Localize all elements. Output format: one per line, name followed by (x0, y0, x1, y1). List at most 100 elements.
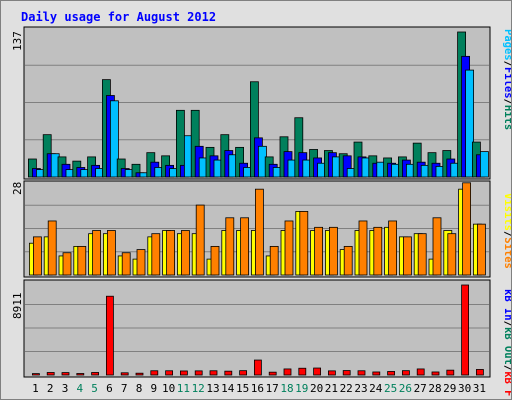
bar-sites-day-25 (388, 220, 398, 276)
sites-max-label: 28 (11, 182, 24, 195)
day-label-7: 7 (121, 382, 128, 395)
day-label-1: 1 (32, 382, 39, 395)
bar-kb-f-day-10 (165, 370, 174, 376)
bar-kb-f-day-5 (91, 372, 99, 376)
bar-kb-f-day-3 (61, 372, 70, 376)
bar-sites-day-3 (62, 252, 72, 276)
day-label-4: 4 (76, 382, 83, 395)
bar-sites-day-6 (107, 230, 116, 276)
bar-kb-f-day-6 (106, 295, 114, 376)
bar-kb-f-day-12 (194, 370, 203, 376)
kbytes-gridlines (25, 304, 489, 352)
bar-sites-day-29 (447, 233, 457, 276)
bar-sites-day-2 (47, 220, 57, 276)
bar-kb-f-day-13 (209, 370, 218, 376)
day-label-31: 31 (473, 382, 486, 395)
bar-kb-f-day-22 (342, 370, 351, 376)
legend-kb-in: kB In (502, 289, 511, 321)
bar-sites-day-16 (254, 188, 264, 276)
bar-sites-day-10 (166, 230, 176, 276)
day-label-25: 25 (384, 382, 397, 395)
legend-hits: Pages/Files/Hits (502, 29, 511, 130)
bar-kb-f-day-11 (179, 370, 188, 376)
bar-sites-day-28 (432, 217, 442, 276)
day-label-18: 18 (280, 382, 293, 395)
day-label-8: 8 (136, 382, 143, 395)
day-label-11: 11 (177, 382, 190, 395)
bar-sites-day-15 (240, 217, 250, 276)
bar-kb-f-day-25 (387, 371, 396, 376)
legend-kbytes: kB In/kB Out/kB F (502, 289, 511, 397)
bar-kb-f-day-14 (224, 370, 233, 376)
bar-kb-f-day-7 (120, 372, 129, 376)
day-label-16: 16 (251, 382, 264, 395)
bar-kb-f-day-27 (416, 368, 425, 376)
legend-pages: Pages (502, 29, 511, 61)
bar-sites-day-9 (151, 233, 161, 276)
bar-sites-day-7 (121, 252, 131, 276)
bar-kb-f-day-21 (327, 370, 336, 376)
bar-sites-day-24 (373, 226, 383, 276)
panel-sites: 28 Visits/Sites (11, 180, 512, 278)
bar-kb-f-day-16 (253, 359, 262, 376)
bar-sites-day-14 (225, 217, 235, 276)
bar-kb-f-day-1 (31, 373, 40, 376)
bar-sites-day-30 (462, 182, 472, 276)
chart-title: Daily usage for August 2012 (21, 10, 216, 24)
sites-bars (28, 182, 486, 276)
panel-hits: 137 Pages/Files/Hits (11, 26, 512, 180)
day-label-9: 9 (150, 382, 157, 395)
bar-sites-day-19 (299, 211, 309, 276)
bar-kb-f-day-26 (401, 370, 410, 376)
bar-kb-f-day-20 (313, 367, 322, 376)
bar-kb-f-day-15 (239, 370, 248, 376)
bar-kb-f-day-24 (372, 371, 381, 376)
day-label-28: 28 (428, 382, 441, 395)
day-label-12: 12 (192, 382, 205, 395)
day-label-17: 17 (266, 382, 279, 395)
bar-kb-f-day-31 (475, 369, 484, 376)
bar-sites-day-4 (77, 245, 87, 276)
bar-sites-day-8 (136, 249, 146, 276)
day-label-26: 26 (399, 382, 412, 395)
bar-sites-day-23 (358, 220, 368, 276)
hits-max-label: 137 (11, 31, 24, 51)
day-label-3: 3 (62, 382, 69, 395)
legend-kb-out: kB Out (502, 327, 511, 365)
bar-sites-day-31 (476, 223, 486, 276)
day-label-20: 20 (310, 382, 323, 395)
bar-kb-f-day-8 (135, 372, 144, 376)
day-label-13: 13 (206, 382, 219, 395)
bar-sites-day-21 (328, 226, 338, 276)
bar-sites-day-13 (210, 245, 220, 276)
bar-pages-day-31 (479, 151, 489, 178)
day-label-19: 19 (295, 382, 308, 395)
kbytes-max-label: 8911 (11, 293, 24, 320)
panel-kbytes: 8911 kB In/kB Out/kB F (11, 279, 512, 397)
bar-sites-day-11 (180, 230, 190, 276)
bar-kb-f-day-9 (150, 370, 159, 376)
day-label-14: 14 (221, 382, 235, 395)
day-label-29: 29 (443, 382, 456, 395)
day-label-21: 21 (325, 382, 338, 395)
day-label-24: 24 (369, 382, 383, 395)
bar-kb-f-day-30 (461, 284, 470, 376)
bar-sites-day-12 (195, 204, 205, 276)
bar-sites-day-1 (33, 236, 42, 276)
bar-kb-f-day-23 (357, 370, 366, 376)
bar-kb-f-day-18 (283, 368, 292, 376)
legend-files: Files (502, 67, 511, 99)
hits-bars (27, 31, 489, 178)
bar-kb-f-day-19 (298, 367, 307, 376)
bar-kb-f-day-29 (446, 369, 455, 376)
bar-kb-f-day-28 (431, 371, 440, 376)
legend-sites: Visits/Sites (502, 193, 511, 269)
legend-hits-label: Hits (502, 105, 511, 130)
legend-visits: Visits (502, 193, 511, 231)
bar-kb-f-day-17 (268, 371, 277, 376)
day-label-27: 27 (414, 382, 427, 395)
bar-sites-day-22 (343, 245, 353, 276)
day-label-23: 23 (354, 382, 367, 395)
